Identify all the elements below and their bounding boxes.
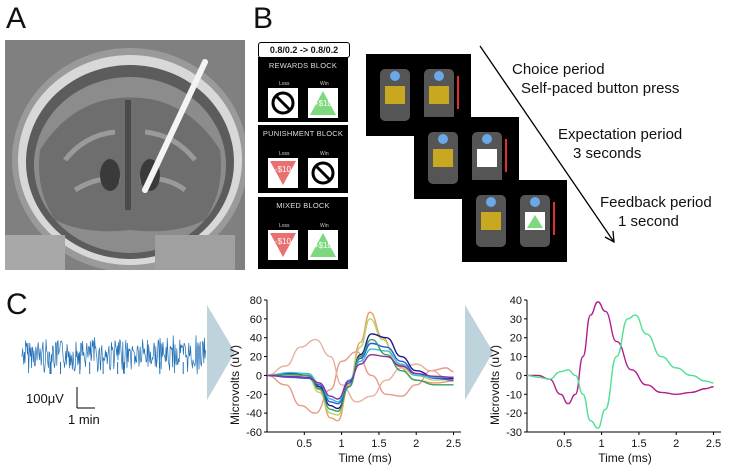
y-tick-label: 30 [510, 314, 522, 326]
no-outcome-icon [308, 158, 338, 188]
mixed-block: MIXED BLOCK Loss Win -$10 +$10 [258, 197, 348, 269]
y-tick-label: 10 [510, 352, 522, 364]
period-detail: 1 second [618, 213, 679, 230]
waveforms-chart: Microvolts (uV) Time (ms) -60 -40 -20 0 20 40… [228, 295, 461, 465]
y-tick-label: 40 [250, 333, 262, 345]
win-label: Win [320, 151, 329, 157]
loss-label: Loss [279, 223, 290, 229]
panel-label-b: B [253, 2, 274, 35]
x-tick-label: 1 [599, 438, 605, 450]
loss-triangle-icon: -$10 [268, 158, 298, 188]
win-value: +$10 [313, 99, 333, 108]
waveform-series-0 [266, 311, 454, 422]
win-triangle-icon: +$10 [308, 230, 338, 260]
y-tick-label: 20 [510, 333, 522, 345]
y-tick-label: 80 [250, 295, 262, 307]
waveform-series-1 [526, 314, 714, 429]
x-tick-label: 2 [413, 438, 419, 450]
block-title: REWARDS BLOCK [268, 61, 338, 70]
loss-value: -$10 [274, 165, 291, 174]
y-tick-label: -60 [246, 427, 262, 439]
choice-period-label: Choice period Self-paced button press [512, 60, 679, 98]
period-detail: 3 seconds [573, 145, 642, 162]
win-value: +$10 [313, 241, 333, 250]
x-tick-label: 2.5 [446, 438, 461, 450]
block-title: MIXED BLOCK [276, 201, 330, 210]
y-tick-label: -40 [246, 408, 262, 420]
panel-label-c: C [6, 288, 28, 321]
y-tick-label: 20 [250, 352, 262, 364]
waveform-series-8 [266, 353, 454, 400]
period-detail: Self-paced button press [521, 80, 680, 97]
y-tick-label: 0 [516, 370, 522, 382]
loss-label: Loss [279, 81, 290, 87]
loss-label: Loss [279, 151, 290, 157]
period-title: Expectation period [558, 126, 683, 143]
raw-recording-trace [21, 335, 206, 409]
x-tick-label: 1.5 [631, 438, 646, 450]
period-title: Feedback period [600, 194, 712, 211]
panel-label-a: A [6, 2, 27, 35]
waveform-series-3 [266, 338, 454, 403]
probability-ratio-label: 0.8/0.2 -> 0.8/0.2 [258, 42, 350, 58]
y-tick-label: -30 [506, 427, 522, 439]
feedback-period-label: Feedback period 1 second [600, 193, 712, 231]
x-tick-label: 0.5 [297, 438, 312, 450]
mean-waveforms-chart: Microvolts (uV) Time (ms) -30-20-1001020… [488, 295, 721, 465]
x-axis-label: Time (ms) [338, 451, 392, 465]
timeline-arrow [479, 45, 615, 244]
y-tick-label: -20 [246, 389, 262, 401]
x-tick-label: 1.5 [371, 438, 386, 450]
win-label: Win [320, 81, 329, 87]
waveform-series-0 [527, 301, 714, 405]
block-title: PUNISHMENT BLOCK [262, 129, 344, 138]
rewards-block: REWARDS BLOCK Loss Win +$10 [258, 57, 348, 122]
waveform-series-4 [266, 333, 454, 410]
x-tick-label: 2 [673, 438, 679, 450]
voltage-scale-label: 100μV [26, 391, 64, 406]
x-tick-label: 1 [339, 438, 345, 450]
feedback-screen [462, 180, 567, 262]
y-axis-label: Microvolts (uV) [228, 345, 242, 425]
y-tick-label: -20 [506, 408, 522, 420]
y-tick-label: 60 [250, 314, 262, 326]
x-tick-label: 2.5 [706, 438, 721, 450]
loss-value: -$10 [274, 237, 291, 246]
win-triangle-icon: +$10 [308, 88, 338, 118]
x-tick-label: 0.5 [557, 438, 572, 450]
y-axis-label: Microvolts (uV) [488, 345, 502, 425]
period-title: Choice period [512, 61, 605, 78]
mri-coronal-image [5, 40, 245, 270]
loss-triangle-icon: -$10 [268, 230, 298, 260]
no-outcome-icon [268, 88, 298, 118]
flow-chevron-icon [465, 305, 493, 400]
flow-chevron-icon [207, 305, 235, 400]
x-axis-label: Time (ms) [598, 451, 652, 465]
y-tick-label: 40 [510, 295, 522, 307]
raw-trace-line [21, 335, 206, 375]
time-scale-label: 1 min [68, 412, 100, 427]
win-label: Win [320, 223, 329, 229]
expectation-period-label: Expectation period 3 seconds [558, 125, 682, 163]
punishment-block: PUNISHMENT BLOCK Loss Win -$10 [258, 125, 348, 193]
y-tick-label: -10 [506, 389, 522, 401]
y-tick-label: 0 [256, 370, 262, 382]
